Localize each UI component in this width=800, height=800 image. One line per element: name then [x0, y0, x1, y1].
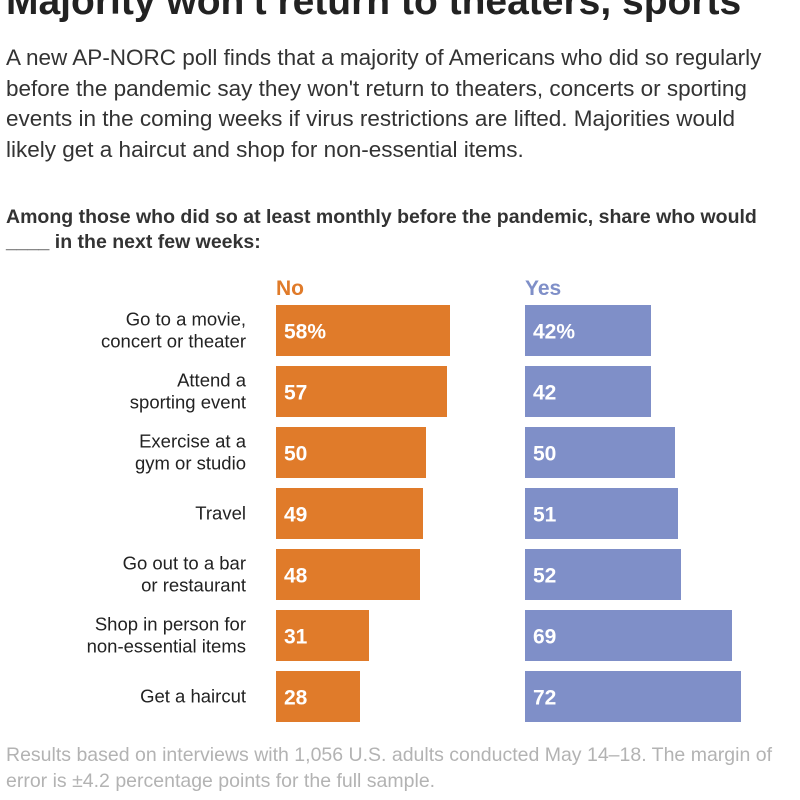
category-label: Travel	[195, 503, 246, 524]
bar-value-label: 31	[284, 626, 308, 649]
category-label: or restaurant	[141, 575, 246, 596]
category-label: Go to a movie,	[126, 309, 246, 330]
series-header-no: No	[276, 277, 304, 300]
bar-value-label: 42%	[533, 321, 575, 344]
bar-yes	[525, 305, 651, 356]
category-label: Go out to a bar	[123, 553, 246, 574]
bar-no	[276, 488, 423, 539]
bar-value-label: 50	[284, 443, 307, 466]
bar-value-label: 57	[284, 382, 307, 405]
bar-yes	[525, 488, 678, 539]
bar-yes	[525, 610, 732, 661]
category-label: non-essential items	[87, 636, 246, 657]
bar-value-label: 58%	[284, 321, 326, 344]
category-label: Attend a	[177, 370, 247, 391]
chart-question: Among those who did so at least monthly …	[6, 206, 757, 253]
bar-no	[276, 305, 450, 356]
series-header-yes: Yes	[525, 277, 561, 300]
bar-value-label: 42	[533, 382, 556, 405]
bar-no	[276, 671, 360, 722]
bar-value-label: 52	[533, 565, 556, 588]
category-label: Exercise at a	[139, 431, 247, 452]
category-label: sporting event	[130, 392, 246, 413]
bar-value-label: 50	[533, 443, 556, 466]
bar-yes	[525, 671, 741, 722]
category-label: Shop in person for	[95, 614, 246, 635]
bar-value-label: 28	[284, 687, 308, 710]
bar-value-label: 49	[284, 504, 307, 527]
bar-value-label: 72	[533, 687, 556, 710]
category-label: Get a haircut	[140, 686, 246, 707]
bar-yes	[525, 427, 675, 478]
bar-no	[276, 427, 426, 478]
category-label: concert or theater	[101, 331, 246, 352]
category-label: gym or studio	[135, 453, 246, 474]
bar-no	[276, 610, 369, 661]
bar-value-label: 48	[284, 565, 308, 588]
source-note: Results based on interviews with 1,056 U…	[6, 744, 772, 792]
bar-yes	[525, 549, 681, 600]
headline: Majority won't return to theaters, sport…	[6, 0, 742, 23]
bar-yes	[525, 366, 651, 417]
bar-value-label: 51	[533, 504, 557, 527]
chart: No Yes Go to a movie,concert or theater 58%…	[87, 277, 741, 722]
bar-no	[276, 549, 420, 600]
bar-no	[276, 366, 447, 417]
dek: A new AP-NORC poll finds that a majority…	[6, 45, 762, 162]
bar-value-label: 69	[533, 626, 556, 649]
